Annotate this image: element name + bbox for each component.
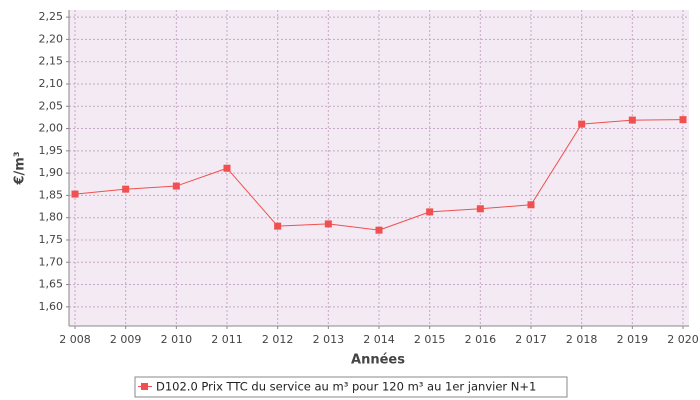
x-tick-label: 2 019 xyxy=(617,333,649,346)
y-tick-label: 1,70 xyxy=(39,255,64,268)
point xyxy=(375,226,383,234)
y-tick-label: 2,15 xyxy=(39,55,64,68)
point xyxy=(324,220,332,228)
y-axis-label: €/m³ xyxy=(13,151,28,185)
y-tick-label: 1,80 xyxy=(39,211,64,224)
y-tick-label: 1,95 xyxy=(39,144,64,157)
legend-box xyxy=(134,376,568,398)
y-tick-label: 2,05 xyxy=(39,99,64,112)
y-tick-label: 1,85 xyxy=(39,188,64,201)
point xyxy=(628,116,636,124)
point xyxy=(426,208,434,216)
point xyxy=(476,205,484,213)
x-tick-label: 2 008 xyxy=(59,333,91,346)
y-tick-label: 1,60 xyxy=(39,300,64,313)
x-tick-label: 2 010 xyxy=(161,333,193,346)
y-tick-label: 1,65 xyxy=(39,278,64,291)
x-tick-label: 2 015 xyxy=(414,333,446,346)
x-tick-label: 2 020 xyxy=(667,333,699,346)
y-tick-label: 2,10 xyxy=(39,77,64,90)
point xyxy=(122,185,130,193)
legend-label: D102.0 Prix TTC du service au m³ pour 12… xyxy=(156,380,536,394)
y-tick-label: 2,00 xyxy=(39,122,64,135)
point xyxy=(578,120,586,128)
x-tick-label: 2 014 xyxy=(363,333,395,346)
x-tick-label: 2 016 xyxy=(465,333,497,346)
x-axis-label: Années xyxy=(351,353,405,368)
x-tick-label: 2 012 xyxy=(262,333,294,346)
point xyxy=(223,164,231,172)
point xyxy=(71,190,79,198)
y-tick-label: 2,25 xyxy=(39,10,64,23)
x-tick-label: 2 009 xyxy=(110,333,142,346)
y-tick-label: 1,90 xyxy=(39,166,64,179)
point xyxy=(527,201,535,209)
point xyxy=(679,116,687,124)
x-tick-label: 2 011 xyxy=(211,333,243,346)
point xyxy=(172,182,180,190)
y-tick-label: 2,20 xyxy=(39,32,64,45)
x-tick-label: 2 018 xyxy=(566,333,598,346)
x-tick-label: 2 013 xyxy=(313,333,345,346)
x-tick-label: 2 017 xyxy=(515,333,547,346)
y-tick-label: 1,75 xyxy=(39,233,64,246)
point xyxy=(274,222,282,230)
